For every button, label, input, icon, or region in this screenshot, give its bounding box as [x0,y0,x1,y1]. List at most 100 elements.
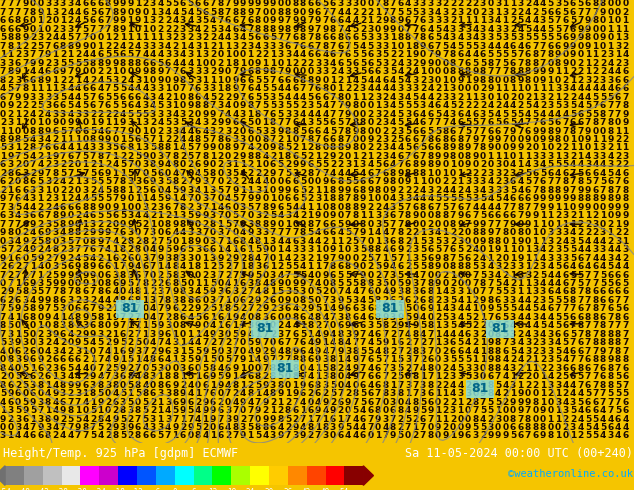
Text: 4: 4 [105,355,111,364]
Text: 4: 4 [480,186,486,195]
Text: 1: 1 [202,262,209,271]
Text: 0: 0 [262,144,269,152]
Text: 5: 5 [53,304,58,314]
Text: 1: 1 [82,389,89,398]
Text: 0: 0 [517,93,524,101]
Text: 5: 5 [22,304,29,314]
Text: 3: 3 [37,338,44,347]
Text: 4: 4 [533,17,539,25]
Text: 4: 4 [443,304,449,314]
Text: 1: 1 [165,84,171,93]
Text: 9: 9 [405,177,411,186]
Text: 3: 3 [37,186,44,195]
Text: 9: 9 [22,33,29,42]
Text: 0: 0 [202,321,209,330]
Text: 2: 2 [390,330,396,339]
Text: 3: 3 [30,381,36,390]
Text: 7: 7 [232,67,238,76]
Text: 6: 6 [225,364,231,373]
Text: 5: 5 [112,101,119,110]
Text: 6: 6 [592,262,598,271]
Text: 9: 9 [540,203,546,212]
Text: 7: 7 [345,415,351,423]
Text: 4: 4 [390,84,396,93]
Text: 5: 5 [480,59,486,68]
Text: 3: 3 [300,237,306,245]
Text: 2: 2 [472,313,479,322]
Text: 5: 5 [67,33,74,42]
Text: 4: 4 [585,84,591,93]
Text: 4: 4 [82,397,89,407]
Text: 6: 6 [247,93,254,101]
Text: 4: 4 [517,118,524,127]
Text: 1: 1 [270,59,276,68]
Text: 9: 9 [547,135,553,144]
Text: 5: 5 [382,220,389,229]
Text: 7: 7 [262,364,269,373]
Text: 5: 5 [22,397,29,407]
Text: 6: 6 [510,195,516,203]
Text: 6: 6 [623,288,629,296]
Text: 4: 4 [157,0,164,8]
Text: 1: 1 [533,93,539,101]
Text: 2: 2 [45,254,51,263]
Text: 8: 8 [225,84,231,93]
Text: 9: 9 [570,42,576,51]
Text: 9: 9 [315,406,321,415]
Text: 1: 1 [112,118,119,127]
Text: 3: 3 [22,211,29,220]
Text: 0: 0 [435,220,441,229]
Text: 5: 5 [180,118,186,127]
Text: 81: 81 [491,322,508,335]
Text: 4: 4 [307,364,314,373]
Text: 4: 4 [578,84,584,93]
Text: 2: 2 [127,415,134,423]
Text: 4: 4 [225,33,231,42]
Text: 6: 6 [292,186,299,195]
Text: 7: 7 [375,177,381,186]
Text: 5: 5 [405,118,411,127]
Text: 4: 4 [390,101,396,110]
Text: 6: 6 [457,347,463,356]
Text: 3: 3 [540,93,546,101]
Text: 9: 9 [120,279,126,288]
Text: 8: 8 [172,152,179,161]
Text: 0: 0 [143,169,148,178]
Text: 1: 1 [225,50,231,59]
Text: 1: 1 [315,423,321,432]
Text: 3: 3 [150,372,156,381]
Text: 4: 4 [255,42,261,51]
Text: 5: 5 [570,245,576,254]
Text: 5: 5 [398,8,404,17]
Text: 7: 7 [578,330,584,339]
Text: 0: 0 [270,245,276,254]
Text: 9: 9 [435,423,441,432]
Text: 6: 6 [390,211,396,220]
Text: 0: 0 [427,313,434,322]
Text: 9: 9 [172,423,179,432]
Text: 1: 1 [517,288,524,296]
Text: 1: 1 [75,144,81,152]
Text: 3: 3 [255,262,261,271]
Text: 4: 4 [142,381,149,390]
Text: 2: 2 [45,270,51,279]
Text: 1: 1 [592,144,598,152]
Text: 2: 2 [592,59,598,68]
Text: 6: 6 [615,93,621,101]
Text: 4: 4 [607,67,614,76]
Text: 7: 7 [247,288,254,296]
Text: 4: 4 [360,296,366,305]
Text: 2: 2 [367,93,373,101]
Text: 4: 4 [495,389,501,398]
Text: 2: 2 [607,144,614,152]
Text: 7: 7 [488,279,494,288]
Text: 7: 7 [337,288,344,296]
Text: 6: 6 [105,288,111,296]
Text: 4: 4 [345,381,351,390]
Text: 1: 1 [375,432,381,441]
Text: 4: 4 [30,152,36,161]
Text: 5: 5 [555,33,561,42]
Text: 8: 8 [240,8,246,17]
Text: 3: 3 [75,110,81,119]
Text: 6: 6 [623,304,629,314]
